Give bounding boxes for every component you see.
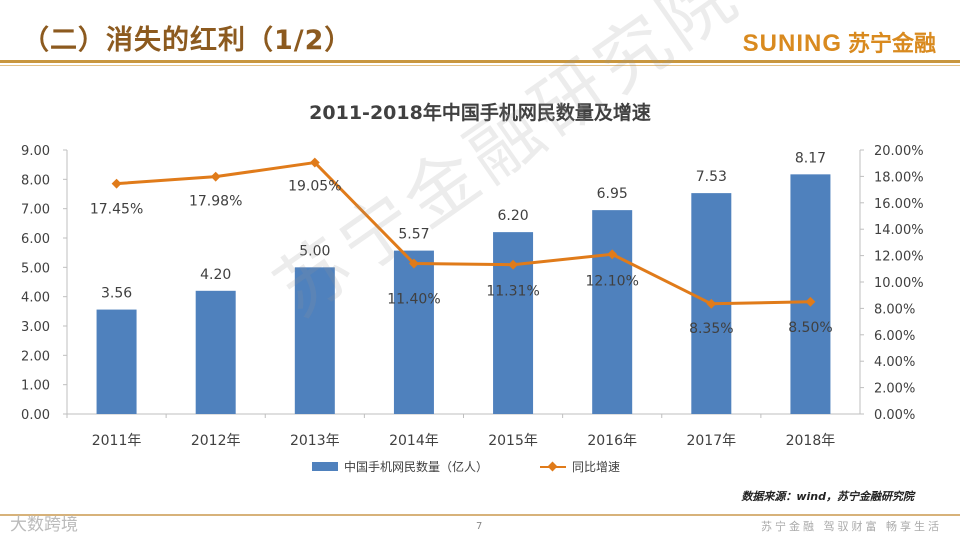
growth-point — [805, 296, 816, 307]
y-tick-label-right: 20.00% — [874, 144, 924, 159]
growth-value-label: 11.31% — [486, 284, 539, 300]
legend-item-bar: 中国手机网民数量（亿人） — [312, 458, 488, 475]
legend-bar-swatch — [312, 462, 338, 471]
bar-value-label: 5.00 — [299, 243, 330, 259]
growth-value-label: 17.45% — [90, 202, 143, 218]
growth-point — [508, 259, 519, 270]
bar-value-label: 4.20 — [200, 267, 231, 283]
bar-value-label: 7.53 — [696, 169, 727, 185]
logo-text-cn: 苏宁金融 — [847, 31, 936, 56]
legend-line-swatch — [540, 465, 566, 468]
header-rule — [0, 60, 960, 63]
y-tick-label-left: 0.00 — [21, 408, 50, 423]
suning-logo: SUNING 苏宁金融 — [743, 26, 936, 58]
bar — [294, 267, 335, 414]
growth-value-label: 8.50% — [788, 320, 832, 336]
legend-item-line: 同比增速 — [540, 458, 620, 475]
footer-brand: 大数跨境 — [10, 515, 78, 535]
growth-point — [210, 171, 221, 182]
y-tick-label-right: 2.00% — [874, 382, 915, 397]
y-tick-label-right: 12.00% — [874, 250, 924, 265]
bar-value-label: 6.95 — [597, 186, 628, 202]
x-tick-label: 2018年 — [786, 433, 836, 449]
bar-value-label: 3.56 — [101, 286, 132, 302]
y-tick-label-left: 1.00 — [21, 379, 50, 394]
y-tick-label-right: 16.00% — [874, 197, 924, 212]
y-tick-label-right: 8.00% — [874, 302, 915, 317]
slide-title: （二）消失的红利（1/2） — [22, 25, 353, 56]
bar — [493, 232, 534, 414]
y-tick-label-right: 14.00% — [874, 223, 924, 238]
bar — [790, 174, 831, 414]
legend-bar-label: 中国手机网民数量（亿人） — [344, 460, 489, 474]
x-tick-label: 2014年 — [389, 433, 439, 449]
growth-value-label: 8.35% — [689, 321, 733, 337]
x-tick-label: 2011年 — [92, 433, 142, 449]
y-tick-label-right: 10.00% — [874, 276, 924, 291]
footer-rule — [0, 514, 960, 516]
growth-point — [706, 298, 717, 309]
y-tick-label-left: 3.00 — [21, 320, 50, 335]
y-tick-label-left: 9.00 — [21, 144, 50, 159]
x-tick-label: 2012年 — [191, 433, 241, 449]
bar — [592, 210, 633, 414]
legend: 中国手机网民数量（亿人） 同比增速 — [0, 458, 960, 478]
growth-value-label: 17.98% — [189, 194, 242, 210]
y-tick-label-left: 6.00 — [21, 232, 50, 247]
y-tick-label-left: 2.00 — [21, 349, 50, 364]
bar-value-label: 6.20 — [497, 208, 528, 224]
y-tick-label-left: 8.00 — [21, 173, 50, 188]
y-tick-label-left: 5.00 — [21, 261, 50, 276]
bar — [393, 250, 434, 414]
footer-slogan: 苏宁金融 驾驭财富 畅享生活 — [761, 520, 942, 533]
growth-point — [607, 249, 618, 260]
growth-point — [408, 258, 419, 269]
logo-text-en: SUNING — [742, 30, 842, 57]
x-tick-label: 2016年 — [587, 433, 637, 449]
bar — [96, 309, 137, 414]
growth-value-label: 11.40% — [387, 292, 440, 308]
x-tick-label: 2017年 — [686, 433, 736, 449]
chart-title: 2011-2018年中国手机网民数量及增速 — [309, 102, 651, 124]
y-tick-label-right: 18.00% — [874, 170, 924, 185]
legend-line-label: 同比增速 — [572, 460, 621, 474]
y-tick-label-right: 0.00% — [874, 408, 915, 423]
y-tick-label-right: 4.00% — [874, 355, 915, 370]
growth-point — [309, 157, 320, 168]
y-tick-label-left: 4.00 — [21, 291, 50, 306]
data-source: 数据来源：wind，苏宁金融研究院 — [741, 490, 914, 503]
x-tick-label: 2015年 — [488, 433, 538, 449]
bar-value-label: 5.57 — [398, 227, 429, 243]
header-rule-thin — [0, 65, 960, 66]
page-number: 7 — [476, 521, 483, 532]
y-tick-label-left: 7.00 — [21, 203, 50, 218]
y-tick-label-right: 6.00% — [874, 329, 915, 344]
bar — [195, 290, 236, 414]
growth-value-label: 19.05% — [288, 179, 341, 195]
growth-value-label: 12.10% — [585, 273, 638, 289]
growth-line — [116, 160, 811, 306]
growth-point — [111, 178, 122, 189]
x-tick-label: 2013年 — [290, 433, 340, 449]
bar-value-label: 8.17 — [795, 150, 826, 166]
